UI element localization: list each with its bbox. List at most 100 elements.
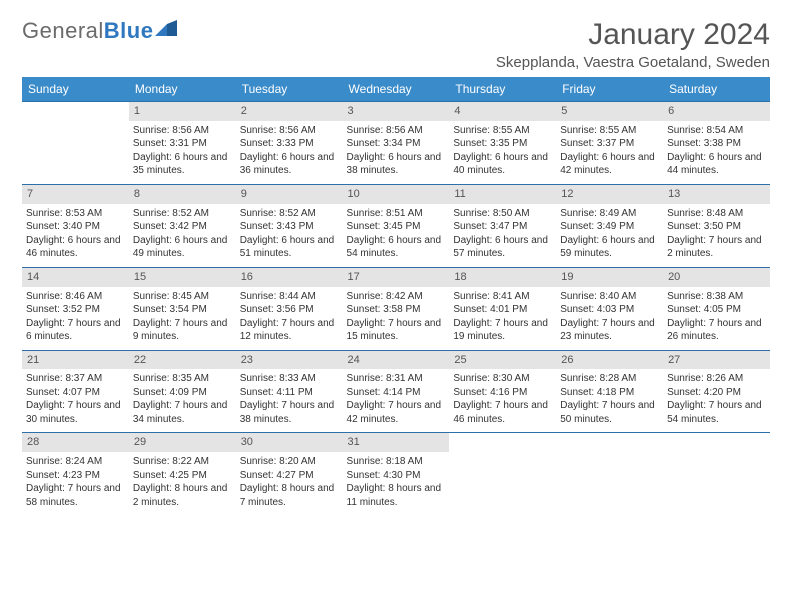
calendar-day-cell: 1Sunrise: 8:56 AMSunset: 3:31 PMDaylight… <box>129 101 236 184</box>
day-number-empty <box>663 432 770 451</box>
daylight-line: Daylight: 7 hours and 19 minutes. <box>453 317 552 344</box>
daylight-line: Daylight: 7 hours and 46 minutes. <box>453 399 552 426</box>
calendar-day-cell: 16 Sunrise: 8:44 AMSunset: 3:56 PMDayligh… <box>236 267 343 350</box>
day-number-empty <box>556 432 663 451</box>
sunrise-line: Sunrise: 8:44 AM <box>240 290 339 304</box>
day-number: 27 <box>663 350 770 370</box>
sunrise-line: Sunrise: 8:30 AM <box>453 372 552 386</box>
sunset-line: Sunset: 4:14 PM <box>347 386 446 400</box>
sunset-line: Sunset: 3:37 PM <box>560 137 659 151</box>
daylight-line: Daylight: 8 hours and 7 minutes. <box>240 482 339 509</box>
day-number: 31 <box>343 432 450 452</box>
sunrise-line: Sunrise: 8:38 AM <box>667 290 766 304</box>
sunrise-line: Sunrise: 8:42 AM <box>347 290 446 304</box>
calendar-day-cell: 2Sunrise: 8:56 AMSunset: 3:33 PMDaylight… <box>236 101 343 184</box>
calendar-week-row: 14Sunrise: 8:46 AMSunset: 3:52 PMDayligh… <box>22 267 770 350</box>
sunset-line: Sunset: 4:23 PM <box>26 469 125 483</box>
weekday-header: Monday <box>129 77 236 101</box>
calendar-week-row: 28Sunrise: 8:24 AMSunset: 4:23 PMDayligh… <box>22 432 770 515</box>
calendar-day-cell: 12Sunrise: 8:49 AMSunset: 3:49 PMDayligh… <box>556 184 663 267</box>
calendar-day-cell: 19Sunrise: 8:40 AMSunset: 4:03 PMDayligh… <box>556 267 663 350</box>
daylight-line: Daylight: 8 hours and 2 minutes. <box>133 482 232 509</box>
day-number: 20 <box>663 267 770 287</box>
daylight-line: Daylight: 6 hours and 46 minutes. <box>26 234 125 261</box>
calendar-day-cell: 10Sunrise: 8:51 AMSunset: 3:45 PMDayligh… <box>343 184 450 267</box>
daylight-line: Daylight: 7 hours and 30 minutes. <box>26 399 125 426</box>
sunrise-line: Sunrise: 8:51 AM <box>347 207 446 221</box>
sunset-line: Sunset: 4:03 PM <box>560 303 659 317</box>
day-number: 19 <box>556 267 663 287</box>
sunrise-line: Sunrise: 8:28 AM <box>560 372 659 386</box>
daylight-line: Daylight: 7 hours and 26 minutes. <box>667 317 766 344</box>
daylight-line: Daylight: 6 hours and 59 minutes. <box>560 234 659 261</box>
sunrise-line: Sunrise: 8:56 AM <box>133 124 232 138</box>
calendar-day-cell: 7 Sunrise: 8:53 AMSunset: 3:40 PMDaylight… <box>22 184 129 267</box>
daylight-line: Daylight: 7 hours and 58 minutes. <box>26 482 125 509</box>
weekday-header: Saturday <box>663 77 770 101</box>
sunrise-line: Sunrise: 8:56 AM <box>347 124 446 138</box>
sunset-line: Sunset: 3:38 PM <box>667 137 766 151</box>
sunset-line: Sunset: 4:30 PM <box>347 469 446 483</box>
daylight-line: Daylight: 7 hours and 9 minutes. <box>133 317 232 344</box>
calendar-day-cell: 18Sunrise: 8:41 AMSunset: 4:01 PMDayligh… <box>449 267 556 350</box>
calendar-day-cell <box>556 432 663 515</box>
day-number: 8 <box>129 184 236 204</box>
calendar-day-cell <box>22 101 129 184</box>
sunset-line: Sunset: 4:07 PM <box>26 386 125 400</box>
sunset-line: Sunset: 4:09 PM <box>133 386 232 400</box>
title-block: January 2024 Skepplanda, Vaestra Goetala… <box>496 18 770 71</box>
calendar-day-cell: 3Sunrise: 8:56 AMSunset: 3:34 PMDaylight… <box>343 101 450 184</box>
daylight-line: Daylight: 6 hours and 57 minutes. <box>453 234 552 261</box>
sunset-line: Sunset: 3:40 PM <box>26 220 125 234</box>
sunrise-line: Sunrise: 8:52 AM <box>240 207 339 221</box>
calendar-day-cell: 21Sunrise: 8:37 AMSunset: 4:07 PMDayligh… <box>22 350 129 433</box>
sunset-line: Sunset: 3:56 PM <box>240 303 339 317</box>
day-number: 30 <box>236 432 343 452</box>
calendar-day-cell: 31Sunrise: 8:18 AMSunset: 4:30 PMDayligh… <box>343 432 450 515</box>
day-number: 26 <box>556 350 663 370</box>
daylight-line: Daylight: 6 hours and 40 minutes. <box>453 151 552 178</box>
daylight-line: Daylight: 6 hours and 44 minutes. <box>667 151 766 178</box>
sunrise-line: Sunrise: 8:48 AM <box>667 207 766 221</box>
sunset-line: Sunset: 4:20 PM <box>667 386 766 400</box>
sunrise-line: Sunrise: 8:46 AM <box>26 290 125 304</box>
calendar-day-cell: 20 Sunrise: 8:38 AMSunset: 4:05 PMDayligh… <box>663 267 770 350</box>
sunset-line: Sunset: 3:47 PM <box>453 220 552 234</box>
daylight-line: Daylight: 6 hours and 51 minutes. <box>240 234 339 261</box>
calendar-week-row: 1Sunrise: 8:56 AMSunset: 3:31 PMDaylight… <box>22 101 770 184</box>
day-number: 7 <box>22 184 129 204</box>
sunrise-line: Sunrise: 8:56 AM <box>240 124 339 138</box>
day-number: 4 <box>449 101 556 121</box>
day-number: 5 <box>556 101 663 121</box>
calendar-day-cell: 17Sunrise: 8:42 AMSunset: 3:58 PMDayligh… <box>343 267 450 350</box>
sunrise-line: Sunrise: 8:26 AM <box>667 372 766 386</box>
calendar-day-cell <box>663 432 770 515</box>
sunset-line: Sunset: 3:49 PM <box>560 220 659 234</box>
logo: GeneralBlue <box>22 18 177 44</box>
sunset-line: Sunset: 4:05 PM <box>667 303 766 317</box>
daylight-line: Daylight: 7 hours and 38 minutes. <box>240 399 339 426</box>
weekday-header: Tuesday <box>236 77 343 101</box>
day-number: 22 <box>129 350 236 370</box>
daylight-line: Daylight: 7 hours and 12 minutes. <box>240 317 339 344</box>
daylight-line: Daylight: 6 hours and 49 minutes. <box>133 234 232 261</box>
header: GeneralBlue January 2024 Skepplanda, Vae… <box>22 18 770 71</box>
calendar-day-cell: 11Sunrise: 8:50 AMSunset: 3:47 PMDayligh… <box>449 184 556 267</box>
calendar-day-cell: 22Sunrise: 8:35 AMSunset: 4:09 PMDayligh… <box>129 350 236 433</box>
day-number: 18 <box>449 267 556 287</box>
day-number: 9 <box>236 184 343 204</box>
day-number: 1 <box>129 101 236 121</box>
sunset-line: Sunset: 3:34 PM <box>347 137 446 151</box>
calendar-day-cell: 27Sunrise: 8:26 AMSunset: 4:20 PMDayligh… <box>663 350 770 433</box>
sunrise-line: Sunrise: 8:37 AM <box>26 372 125 386</box>
day-number: 3 <box>343 101 450 121</box>
day-number: 16 <box>236 267 343 287</box>
daylight-line: Daylight: 6 hours and 42 minutes. <box>560 151 659 178</box>
weekday-header: Wednesday <box>343 77 450 101</box>
day-number: 13 <box>663 184 770 204</box>
sunrise-line: Sunrise: 8:45 AM <box>133 290 232 304</box>
calendar-day-cell: 28Sunrise: 8:24 AMSunset: 4:23 PMDayligh… <box>22 432 129 515</box>
sunrise-line: Sunrise: 8:53 AM <box>26 207 125 221</box>
weekday-header-row: Sunday Monday Tuesday Wednesday Thursday… <box>22 77 770 101</box>
calendar-day-cell: 29Sunrise: 8:22 AMSunset: 4:25 PMDayligh… <box>129 432 236 515</box>
